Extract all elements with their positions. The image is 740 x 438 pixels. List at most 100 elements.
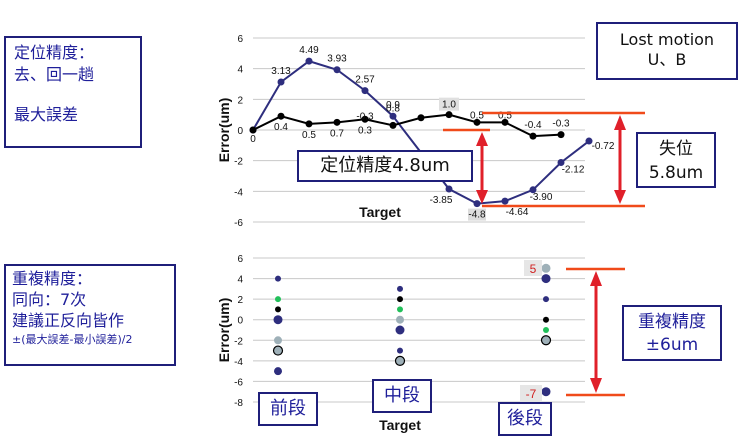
positioning-accuracy-box: 定位精度： 去、回一趟 最大誤差 xyxy=(4,36,142,148)
round-trip-point xyxy=(445,185,453,193)
label-highlight xyxy=(468,208,486,221)
round-trip-point xyxy=(333,66,341,74)
lost-motion-point xyxy=(501,118,509,126)
lost-motion-data-label: -0.3 xyxy=(356,111,374,122)
lost-motion-data-label: 0.7 xyxy=(330,128,344,139)
round-trip-data-label: 3.93 xyxy=(327,54,347,65)
round-trip-point xyxy=(529,186,537,194)
repeatability-point-middle xyxy=(397,306,403,313)
min-label-bg xyxy=(520,385,542,401)
top-ylabel: Error(um) xyxy=(216,98,232,163)
lost-motion-point xyxy=(445,111,453,119)
repeatability-point-front xyxy=(273,315,283,325)
lost-motion-point xyxy=(277,112,285,120)
top-ytick-label: -2 xyxy=(234,157,243,168)
lost-motion-data-label: 0.5 xyxy=(498,110,512,121)
top-ytick-label: 6 xyxy=(237,34,243,45)
lost-motion-box: Lost motion U、B xyxy=(596,22,738,80)
bottom-ylabel: Error(um) xyxy=(216,298,232,363)
positioning-accuracy-title: 定位精度： xyxy=(14,43,95,62)
round-trip-data-label: 2.57 xyxy=(355,75,375,86)
top-ytick-label: 4 xyxy=(237,65,243,76)
round-trip-point xyxy=(389,112,397,120)
top-ytick-label: -6 xyxy=(234,218,243,229)
round-trip-point xyxy=(557,159,565,167)
positioning-arrow-up xyxy=(476,132,488,146)
lost-motion-title: Lost motion xyxy=(619,30,715,49)
round-trip-data-label: -2.12 xyxy=(562,165,585,176)
positioning-accuracy-round-trip: 去、回一趟 xyxy=(14,65,95,84)
repeatability-point-middle xyxy=(397,296,403,303)
top-ytick-label: -4 xyxy=(234,187,243,198)
repeat-arrow-down xyxy=(590,378,602,393)
positioning-accuracy-label: 定位精度4.8um xyxy=(297,150,473,182)
bottom-ytick-label: 4 xyxy=(237,275,243,286)
repeatability-point-middle xyxy=(396,315,404,324)
round-trip-data-label: -4.8 xyxy=(468,210,486,221)
top-ytick-label: 0 xyxy=(237,126,243,137)
lost-motion-point xyxy=(417,114,425,122)
lost-motion-value: 5.8um xyxy=(648,163,704,183)
lost-motion-annotation xyxy=(443,111,645,208)
top-xlabel: Target xyxy=(359,204,401,220)
repeatability-box: 重複精度： 同向：7次 建議正反向皆作 ±(最大誤差-最小誤差)/2 xyxy=(4,264,176,366)
repeatability-point-rear xyxy=(541,387,551,397)
repeatability-formula: ±(最大誤差-最小誤差)/2 xyxy=(12,333,133,346)
repeatability-point-middle xyxy=(397,347,403,354)
lost-motion-point xyxy=(557,131,565,139)
bottom-ytick-label: 2 xyxy=(237,295,243,306)
round-trip-data-label: 3.13 xyxy=(271,66,291,77)
lost-motion-point xyxy=(473,118,481,126)
repeatability-point-front xyxy=(275,275,281,282)
lost-motion-point xyxy=(361,115,369,123)
bottom-ytick-label: -6 xyxy=(234,377,243,388)
repeatability-value-title: 重複精度 xyxy=(638,312,706,332)
lost-motion-value-title: 失位 xyxy=(659,139,693,159)
lost-motion-data-label: 1.0 xyxy=(442,100,456,111)
lost-motion-point xyxy=(249,126,257,134)
min-value-label: -7 xyxy=(526,387,537,401)
lost-motion-point xyxy=(389,121,397,129)
lost-motion-data-label: 0.4 xyxy=(274,122,288,133)
round-trip-point xyxy=(361,87,369,95)
lost-arrow-down xyxy=(614,190,626,204)
top-chart: 6 4 2 0 -2 -4 -6 Error(um) Target 0 3.13 4.49 3.9… xyxy=(216,34,615,229)
lost-motion-data-label: -0.3 xyxy=(552,119,570,130)
round-trip-point xyxy=(277,78,285,86)
repeatability-point-rear xyxy=(543,327,549,333)
lost-motion-line xyxy=(252,113,562,138)
round-trip-data-label: 4.49 xyxy=(299,45,319,56)
bottom-ytick-label: -2 xyxy=(234,336,243,347)
label-highlight xyxy=(439,97,459,111)
round-trip-data-label: -3.90 xyxy=(530,192,553,203)
round-trip-point xyxy=(305,57,313,65)
round-trip-data-label: 0.9 xyxy=(386,100,400,111)
repeatability-point-front xyxy=(275,296,281,303)
repeatability-point-front xyxy=(274,336,282,345)
positioning-arrow-down xyxy=(476,190,488,204)
lost-arrow-up xyxy=(614,115,626,130)
bottom-ytick-label: -8 xyxy=(234,398,243,409)
round-trip-point xyxy=(585,137,593,145)
round-trip-point xyxy=(501,197,509,205)
max-label-bg xyxy=(524,260,542,276)
max-value-label: 5 xyxy=(530,262,537,276)
positioning-accuracy-max-error: 最大誤差 xyxy=(14,105,79,124)
lost-motion-data-label: 0.5 xyxy=(470,110,484,121)
lost-motion-data-label: 0.8 xyxy=(386,104,400,115)
repeatability-suggestion: 建議正反向皆作 xyxy=(12,311,125,330)
repeatability-value-box: 重複精度 ±6um xyxy=(622,305,722,361)
top-ytick-label: 2 xyxy=(237,95,243,106)
bottom-ytick-label: 0 xyxy=(237,316,243,327)
repeatability-point-rear xyxy=(543,296,549,303)
repeatability-annotation xyxy=(566,267,625,397)
lost-motion-point xyxy=(305,120,313,128)
lost-motion-value-box: 失位 5.8um xyxy=(636,132,716,188)
repeatability-point-rear xyxy=(541,263,551,273)
repeatability-title: 重複精度： xyxy=(12,269,93,288)
lost-motion-axes: U、B xyxy=(647,50,687,69)
lost-motion-point xyxy=(529,132,537,140)
round-trip-data-label: -0.72 xyxy=(592,141,615,152)
repeatability-point-front xyxy=(272,345,284,356)
